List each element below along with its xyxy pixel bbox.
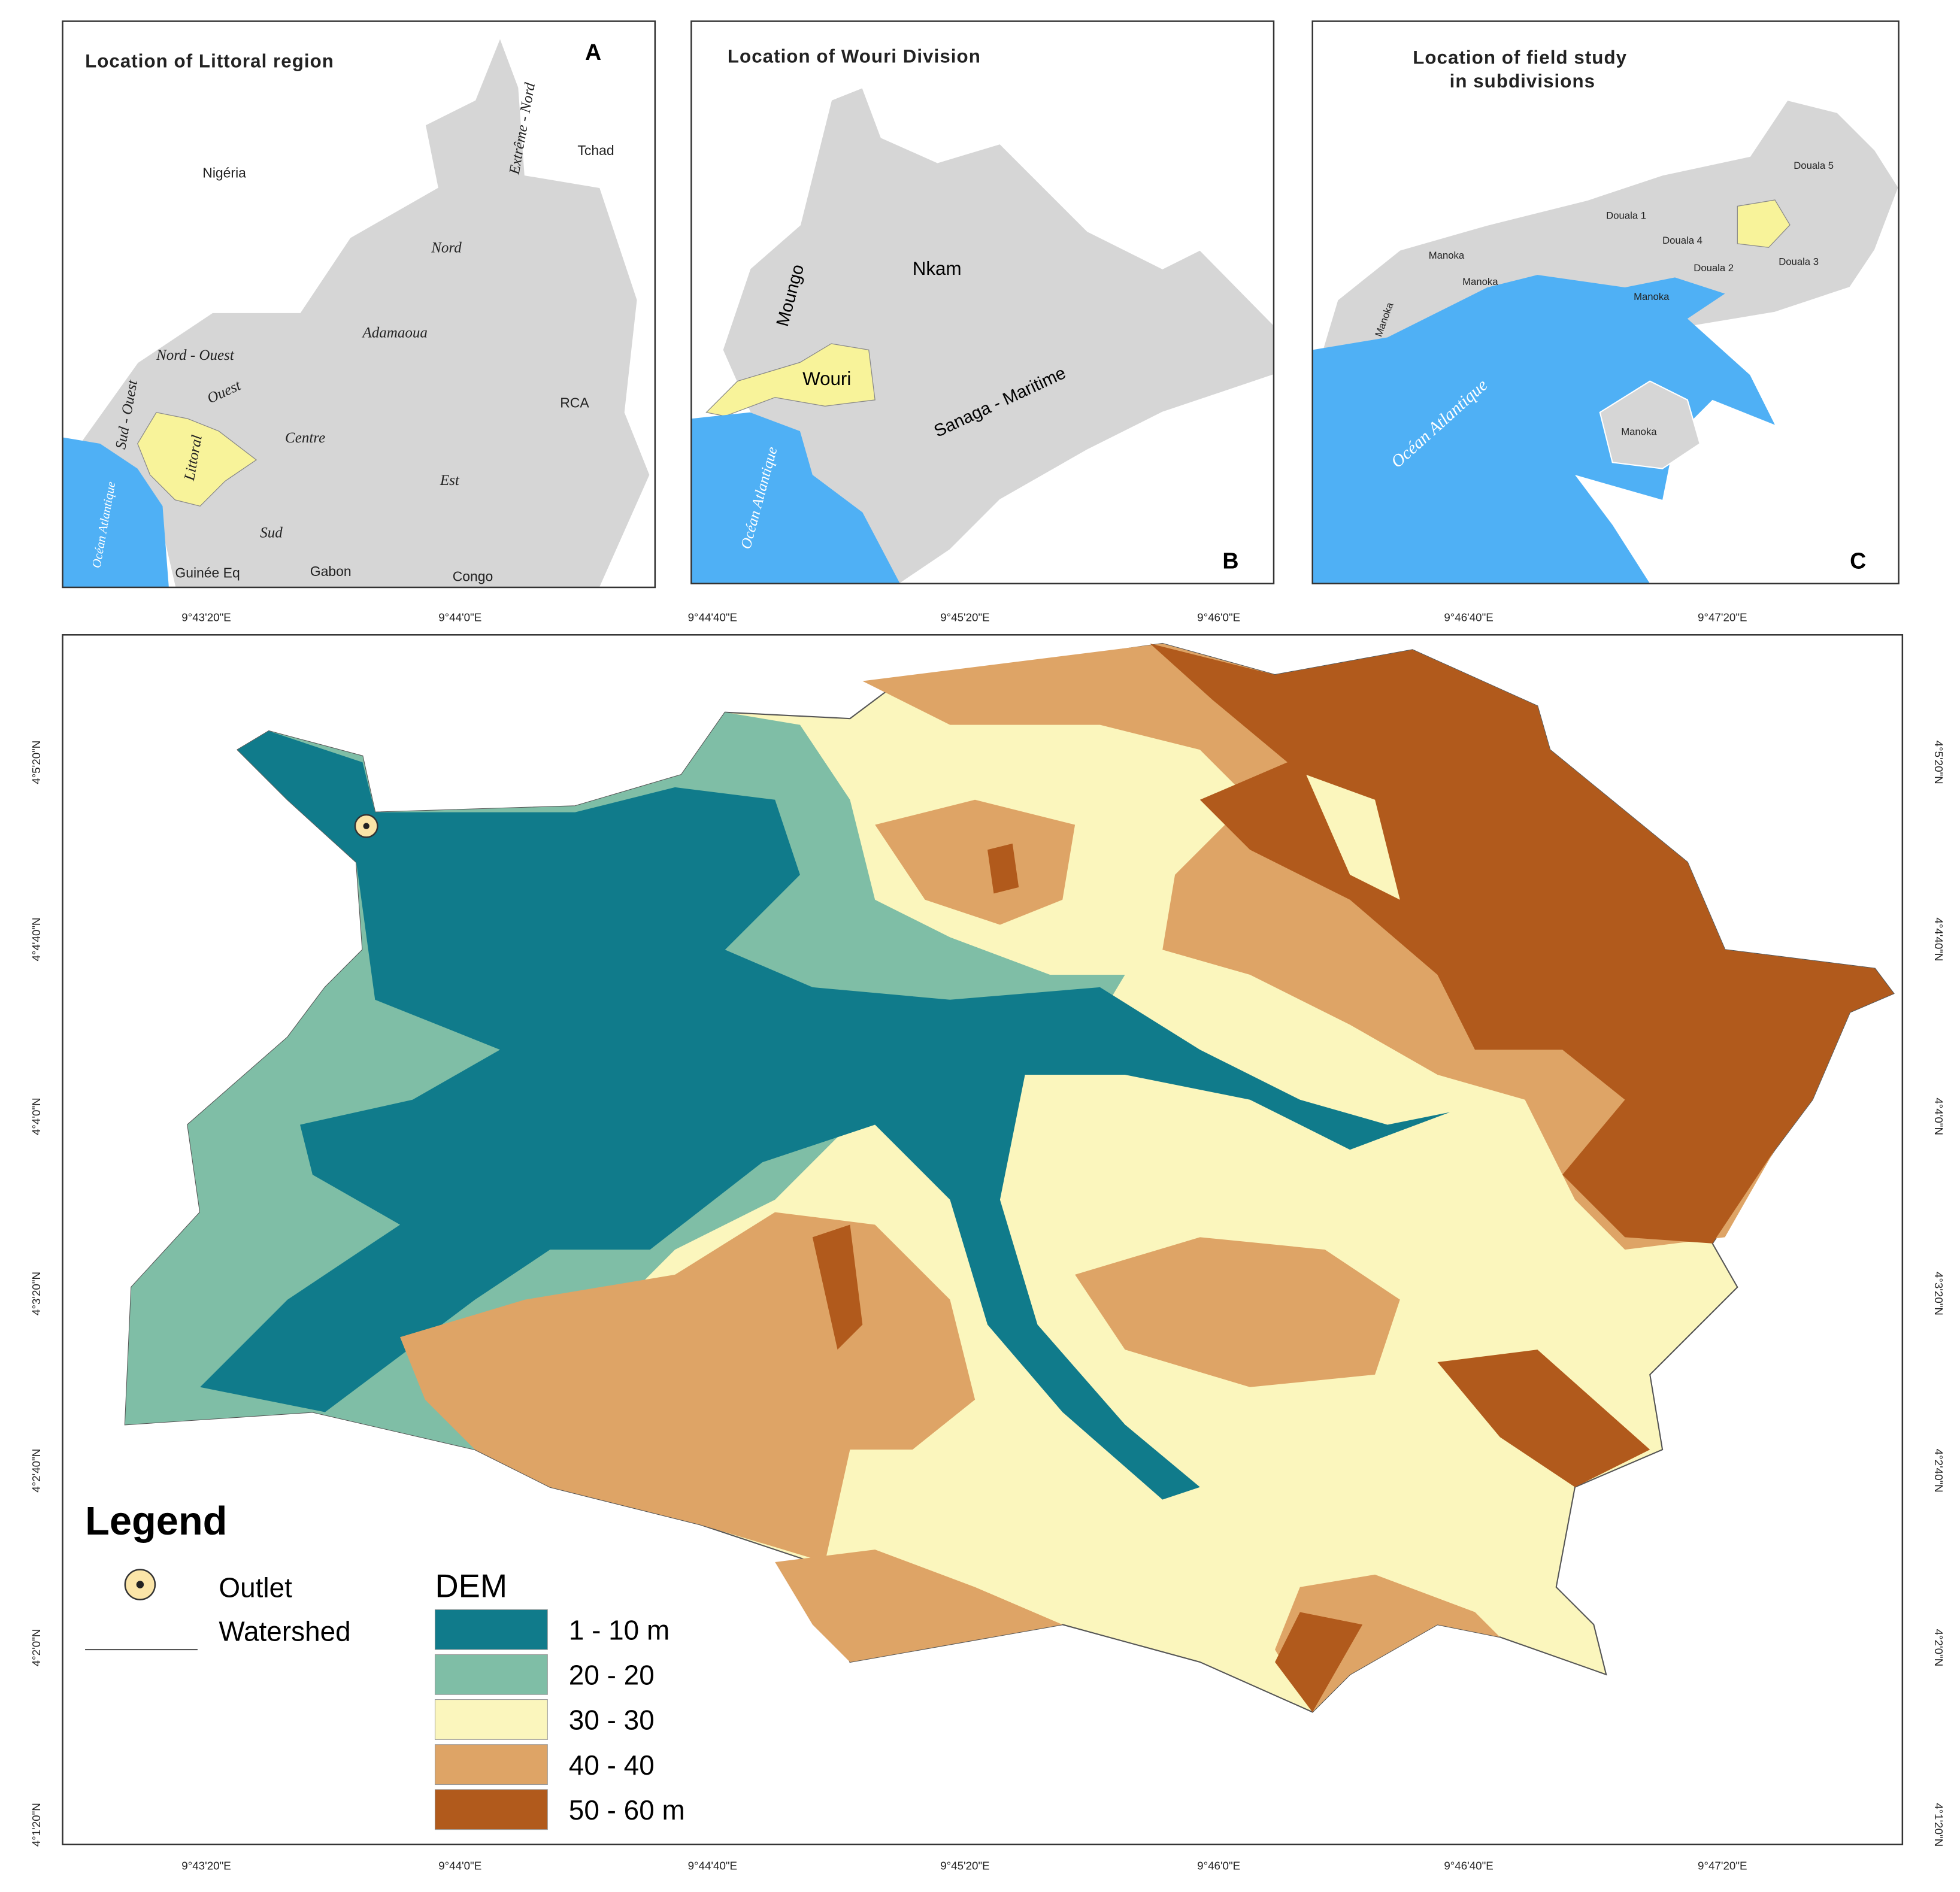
y-tick-label: 4°3'20"N [1932,1272,1945,1315]
legend-title: Legend [85,1499,227,1544]
dem-zone [200,731,1450,1500]
label: Centre [285,430,325,446]
legend-label: 20 - 20 [569,1660,655,1691]
x-tick-label: 9°43'20"E [181,1859,231,1872]
label: Douala 3 [1779,256,1819,267]
x-tick-label: 9°46'0"E [1197,1859,1240,1872]
panel-title: Location of Littoral region [85,51,334,72]
wouri [705,343,876,417]
y-tick-label: 4°2'40"N [30,1449,43,1493]
label: Douala 2 [1694,262,1734,274]
study-area [1737,199,1791,248]
label: Manoka [1621,426,1657,437]
y-tick-label: 4°2'0"N [30,1629,43,1667]
map-frame [62,634,1904,1845]
x-tick-label: 9°47'20"E [1698,1859,1747,1872]
legend-label: Outlet [219,1572,292,1603]
y-tick-label: 4°4'40"N [30,917,43,961]
label: Manoka [1429,250,1465,261]
label: Douala 4 [1662,235,1702,246]
x-tick-label: 9°46'40"E [1444,611,1493,623]
legend-label: Watershed [219,1615,350,1647]
label: RCA [560,395,589,410]
ocean [1312,275,1775,584]
outlet-symbol [136,1581,144,1588]
y-tick-label: 4°4'0"N [1932,1097,1945,1135]
y-tick-label: 4°4'0"N [30,1097,43,1135]
x-tick-label: 9°44'40"E [688,611,737,623]
legend-swatch [434,1609,548,1650]
label: Manoka [1462,276,1498,287]
label: Nigéria [202,165,246,180]
panel-letter: B [1222,548,1238,574]
y-tick-label: 4°1'20"N [1932,1803,1945,1846]
outlet-marker [363,823,369,829]
y-tick-label: 4°3'20"N [30,1272,43,1315]
label: Tchad [577,142,614,158]
y-tick-label: 4°5'20"N [1932,741,1945,784]
x-tick-label: 9°46'0"E [1197,611,1240,623]
panel-title: Location of Wouri Division [728,46,981,66]
y-tick-label: 4°4'40"N [1932,917,1945,961]
panel-a: Location of Littoral region A Nigéria Tc… [62,20,656,589]
label: Sud [260,524,283,541]
legend-label: 50 - 60 m [569,1794,685,1826]
x-tick-label: 9°43'20"E [181,611,231,623]
legend-label: 30 - 30 [569,1705,655,1736]
panel-b: Location of Wouri Division B Moungo Nkam… [690,20,1275,584]
coordinate-ticks: 9°43'20"E 9°44'0"E 9°44'40"E 9°45'20"E 9… [30,611,1945,1872]
label: Douala 5 [1794,160,1834,171]
legend-label: 1 - 10 m [569,1614,670,1645]
legend-swatch [434,1699,548,1740]
y-tick-label: 4°2'0"N [1932,1629,1945,1667]
legend-swatch [434,1789,548,1830]
label: Manoka [1634,291,1670,302]
x-tick-label: 9°44'0"E [438,1859,481,1872]
label: Est [440,472,460,489]
ocean [62,437,169,587]
dem-map [62,634,1904,1845]
island [1599,380,1701,469]
divisions [722,86,1275,584]
label: Douala 1 [1606,210,1646,221]
x-tick-label: 9°44'40"E [688,1859,737,1872]
legend-title: DEM [435,1568,507,1604]
x-tick-label: 9°45'20"E [940,611,989,623]
dem-zone [862,643,1875,1250]
x-tick-label: 9°47'20"E [1698,611,1747,623]
panel-letter: C [1850,548,1866,574]
legend-swatch [434,1654,548,1695]
legend: Legend Outlet Watershed DEM 1 - 10 m 20 -… [85,1499,685,1830]
panel-title: Location of field study [1413,47,1627,68]
legend-label: 40 - 40 [569,1750,655,1781]
frame [1311,20,1900,584]
label: Gabon [310,563,352,579]
dem-zone [875,799,1076,925]
x-tick-label: 9°45'20"E [940,1859,989,1872]
panel-title: in subdivisions [1450,71,1595,92]
label: Congo [453,569,493,584]
littoral [137,412,258,507]
label: Nord [431,240,462,256]
frame [690,20,1275,584]
label: Nkam [913,258,962,279]
frame [62,20,656,589]
label: Guinée Eq [175,565,240,580]
label: Nord - Ouest [156,347,235,363]
x-tick-label: 9°44'0"E [438,611,481,623]
panel-c: Location of field study in subdivisions … [1311,20,1900,584]
x-tick-label: 9°46'40"E [1444,1859,1493,1872]
label: Wouri [802,368,851,389]
dem-zone [1075,1237,1400,1387]
y-tick-label: 4°1'20"N [30,1803,43,1846]
dem-zone [1306,775,1400,900]
label: Adamaoua [361,325,427,341]
legend-swatch [434,1744,548,1785]
y-tick-label: 4°5'20"N [30,741,43,784]
panel-letter: A [585,40,601,65]
y-tick-label: 4°2'40"N [1932,1449,1945,1493]
ocean [691,412,900,584]
